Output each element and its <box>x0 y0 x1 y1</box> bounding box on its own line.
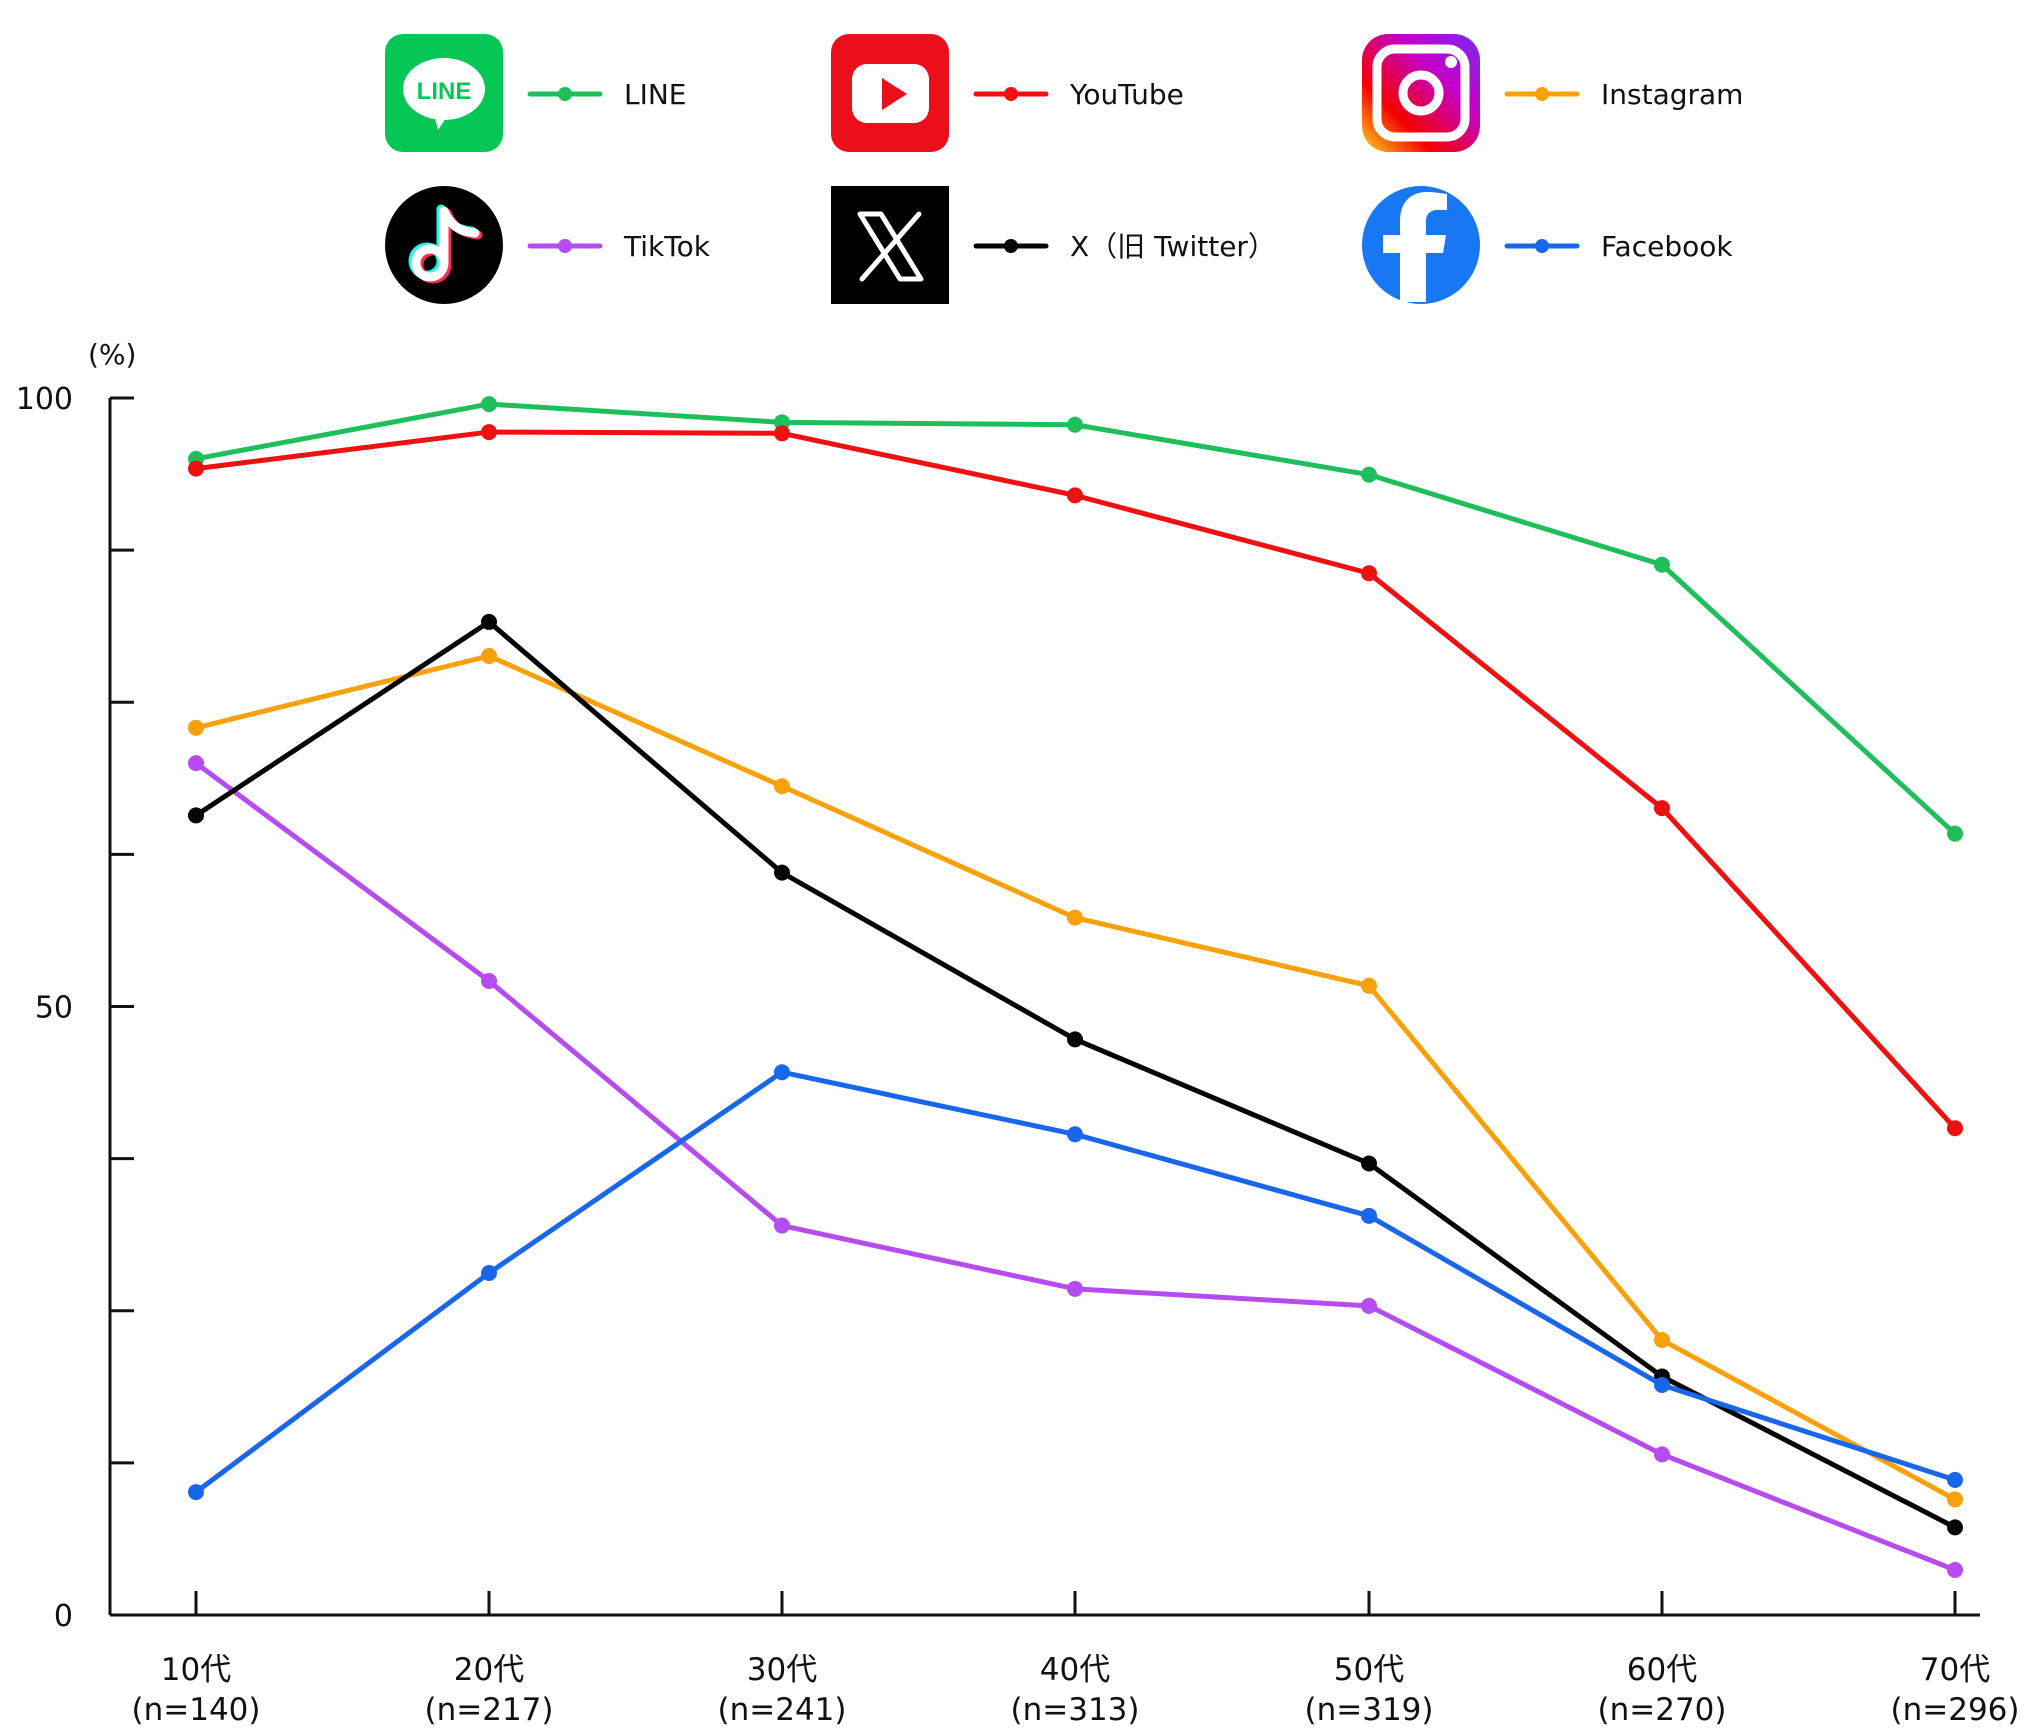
legend-swatch-marker <box>558 239 572 253</box>
legend-swatch-marker <box>1535 87 1549 101</box>
legend-label: Instagram <box>1601 78 1743 111</box>
instagram-icon <box>1362 34 1480 152</box>
data-point <box>774 864 790 881</box>
data-point <box>481 613 497 630</box>
data-point <box>1361 1207 1377 1224</box>
data-point <box>481 396 497 413</box>
data-point <box>481 972 497 989</box>
data-point <box>1361 565 1377 582</box>
data-point <box>1654 1446 1670 1463</box>
legend-swatch-marker <box>1004 239 1018 253</box>
x-tick-label: 70代 <box>1920 1652 1990 1688</box>
svg-text:LINE: LINE <box>417 78 472 105</box>
data-point <box>1654 1376 1670 1393</box>
data-point <box>1947 1120 1963 1137</box>
series-line-app <box>188 396 1963 842</box>
line-app-icon: LINE <box>385 34 503 152</box>
series-facebook <box>188 1064 1963 1501</box>
data-point <box>481 1265 497 1282</box>
data-point <box>774 414 790 431</box>
data-point <box>188 460 204 477</box>
legend-item-tiktok: TikTok <box>385 186 711 304</box>
x-tick-sample-size: (n=313) <box>1011 1692 1140 1728</box>
facebook-icon <box>1362 186 1480 304</box>
data-point <box>1654 1331 1670 1348</box>
data-point <box>1654 556 1670 573</box>
series-line <box>193 619 1958 1530</box>
data-point <box>774 778 790 795</box>
x-tick-label: 50代 <box>1334 1652 1404 1688</box>
legend-item-facebook: Facebook <box>1362 186 1733 304</box>
x-tick-label: 20代 <box>454 1652 524 1688</box>
series-line <box>193 653 1958 1502</box>
x-tick-label: 30代 <box>747 1652 817 1688</box>
data-point <box>188 1484 204 1501</box>
legend-item-x-twitter: X（旧 Twitter） <box>831 186 1276 304</box>
legend-item-instagram: Instagram <box>1362 34 1743 152</box>
y-tick-label: 50 <box>35 991 73 1026</box>
data-point <box>481 648 497 665</box>
data-point <box>1947 1519 1963 1536</box>
data-point <box>1067 487 1083 504</box>
x-tick-label: 10代 <box>161 1652 231 1688</box>
data-point <box>188 807 204 824</box>
data-point <box>481 424 497 441</box>
legend-label: YouTube <box>1069 78 1184 111</box>
legend: LINE LINE YouTube Instagram TikTok X（旧 Twitte… <box>385 34 1743 304</box>
data-point <box>1067 1280 1083 1297</box>
data-point <box>1361 1155 1377 1172</box>
y-tick-label: 100 <box>16 382 73 417</box>
legend-swatch-marker <box>558 87 572 101</box>
data-point <box>1067 909 1083 926</box>
data-point <box>774 1064 790 1081</box>
data-point <box>188 719 204 736</box>
legend-label: TikTok <box>623 230 711 263</box>
data-point <box>188 755 204 772</box>
x-tick-sample-size: (n=319) <box>1305 1692 1434 1728</box>
data-point <box>1361 466 1377 483</box>
x-tick-sample-size: (n=270) <box>1598 1692 1727 1728</box>
data-point <box>1361 977 1377 994</box>
data-point <box>1067 1031 1083 1048</box>
legend-label: LINE <box>624 78 687 111</box>
legend-swatch-marker <box>1535 239 1549 253</box>
series-line <box>193 760 1958 1573</box>
series-line <box>193 429 1958 1131</box>
data-point <box>1947 1491 1963 1508</box>
series-tiktok <box>188 755 1963 1578</box>
x-tick-sample-size: (n=140) <box>132 1692 261 1728</box>
data-point <box>1947 1471 1963 1488</box>
x-tick-sample-size: (n=296) <box>1891 1692 2020 1728</box>
x-twitter-icon <box>831 186 949 304</box>
youtube-icon <box>831 34 949 152</box>
data-point <box>1067 416 1083 433</box>
series-instagram <box>188 648 1963 1508</box>
data-point <box>1361 1297 1377 1314</box>
legend-item-line-app: LINE LINE <box>385 34 687 152</box>
data-point <box>774 1217 790 1234</box>
tiktok-icon <box>385 186 503 304</box>
data-point <box>1067 1126 1083 1143</box>
legend-label: X（旧 Twitter） <box>1070 230 1276 263</box>
y-tick-label: 0 <box>54 1599 73 1634</box>
x-tick-label: 40代 <box>1040 1652 1110 1688</box>
legend-swatch-marker <box>1004 87 1018 101</box>
x-tick-sample-size: (n=217) <box>425 1692 554 1728</box>
data-point <box>1947 825 1963 842</box>
series-line <box>193 401 1958 837</box>
y-axis-label: (%) <box>88 338 136 371</box>
x-tick-label: 60代 <box>1627 1652 1697 1688</box>
legend-label: Facebook <box>1601 230 1733 263</box>
data-point <box>1654 800 1670 817</box>
data-point <box>774 425 790 442</box>
axes: (%) 0 50 100 10代 (n=140) 20代 (n=217) 30代 (n=241) 4… <box>16 338 2020 1728</box>
x-tick-sample-size: (n=241) <box>718 1692 847 1728</box>
data-point <box>1947 1561 1963 1578</box>
series-layer <box>188 396 1963 1578</box>
series-youtube <box>188 424 1963 1137</box>
legend-item-youtube: YouTube <box>831 34 1184 152</box>
